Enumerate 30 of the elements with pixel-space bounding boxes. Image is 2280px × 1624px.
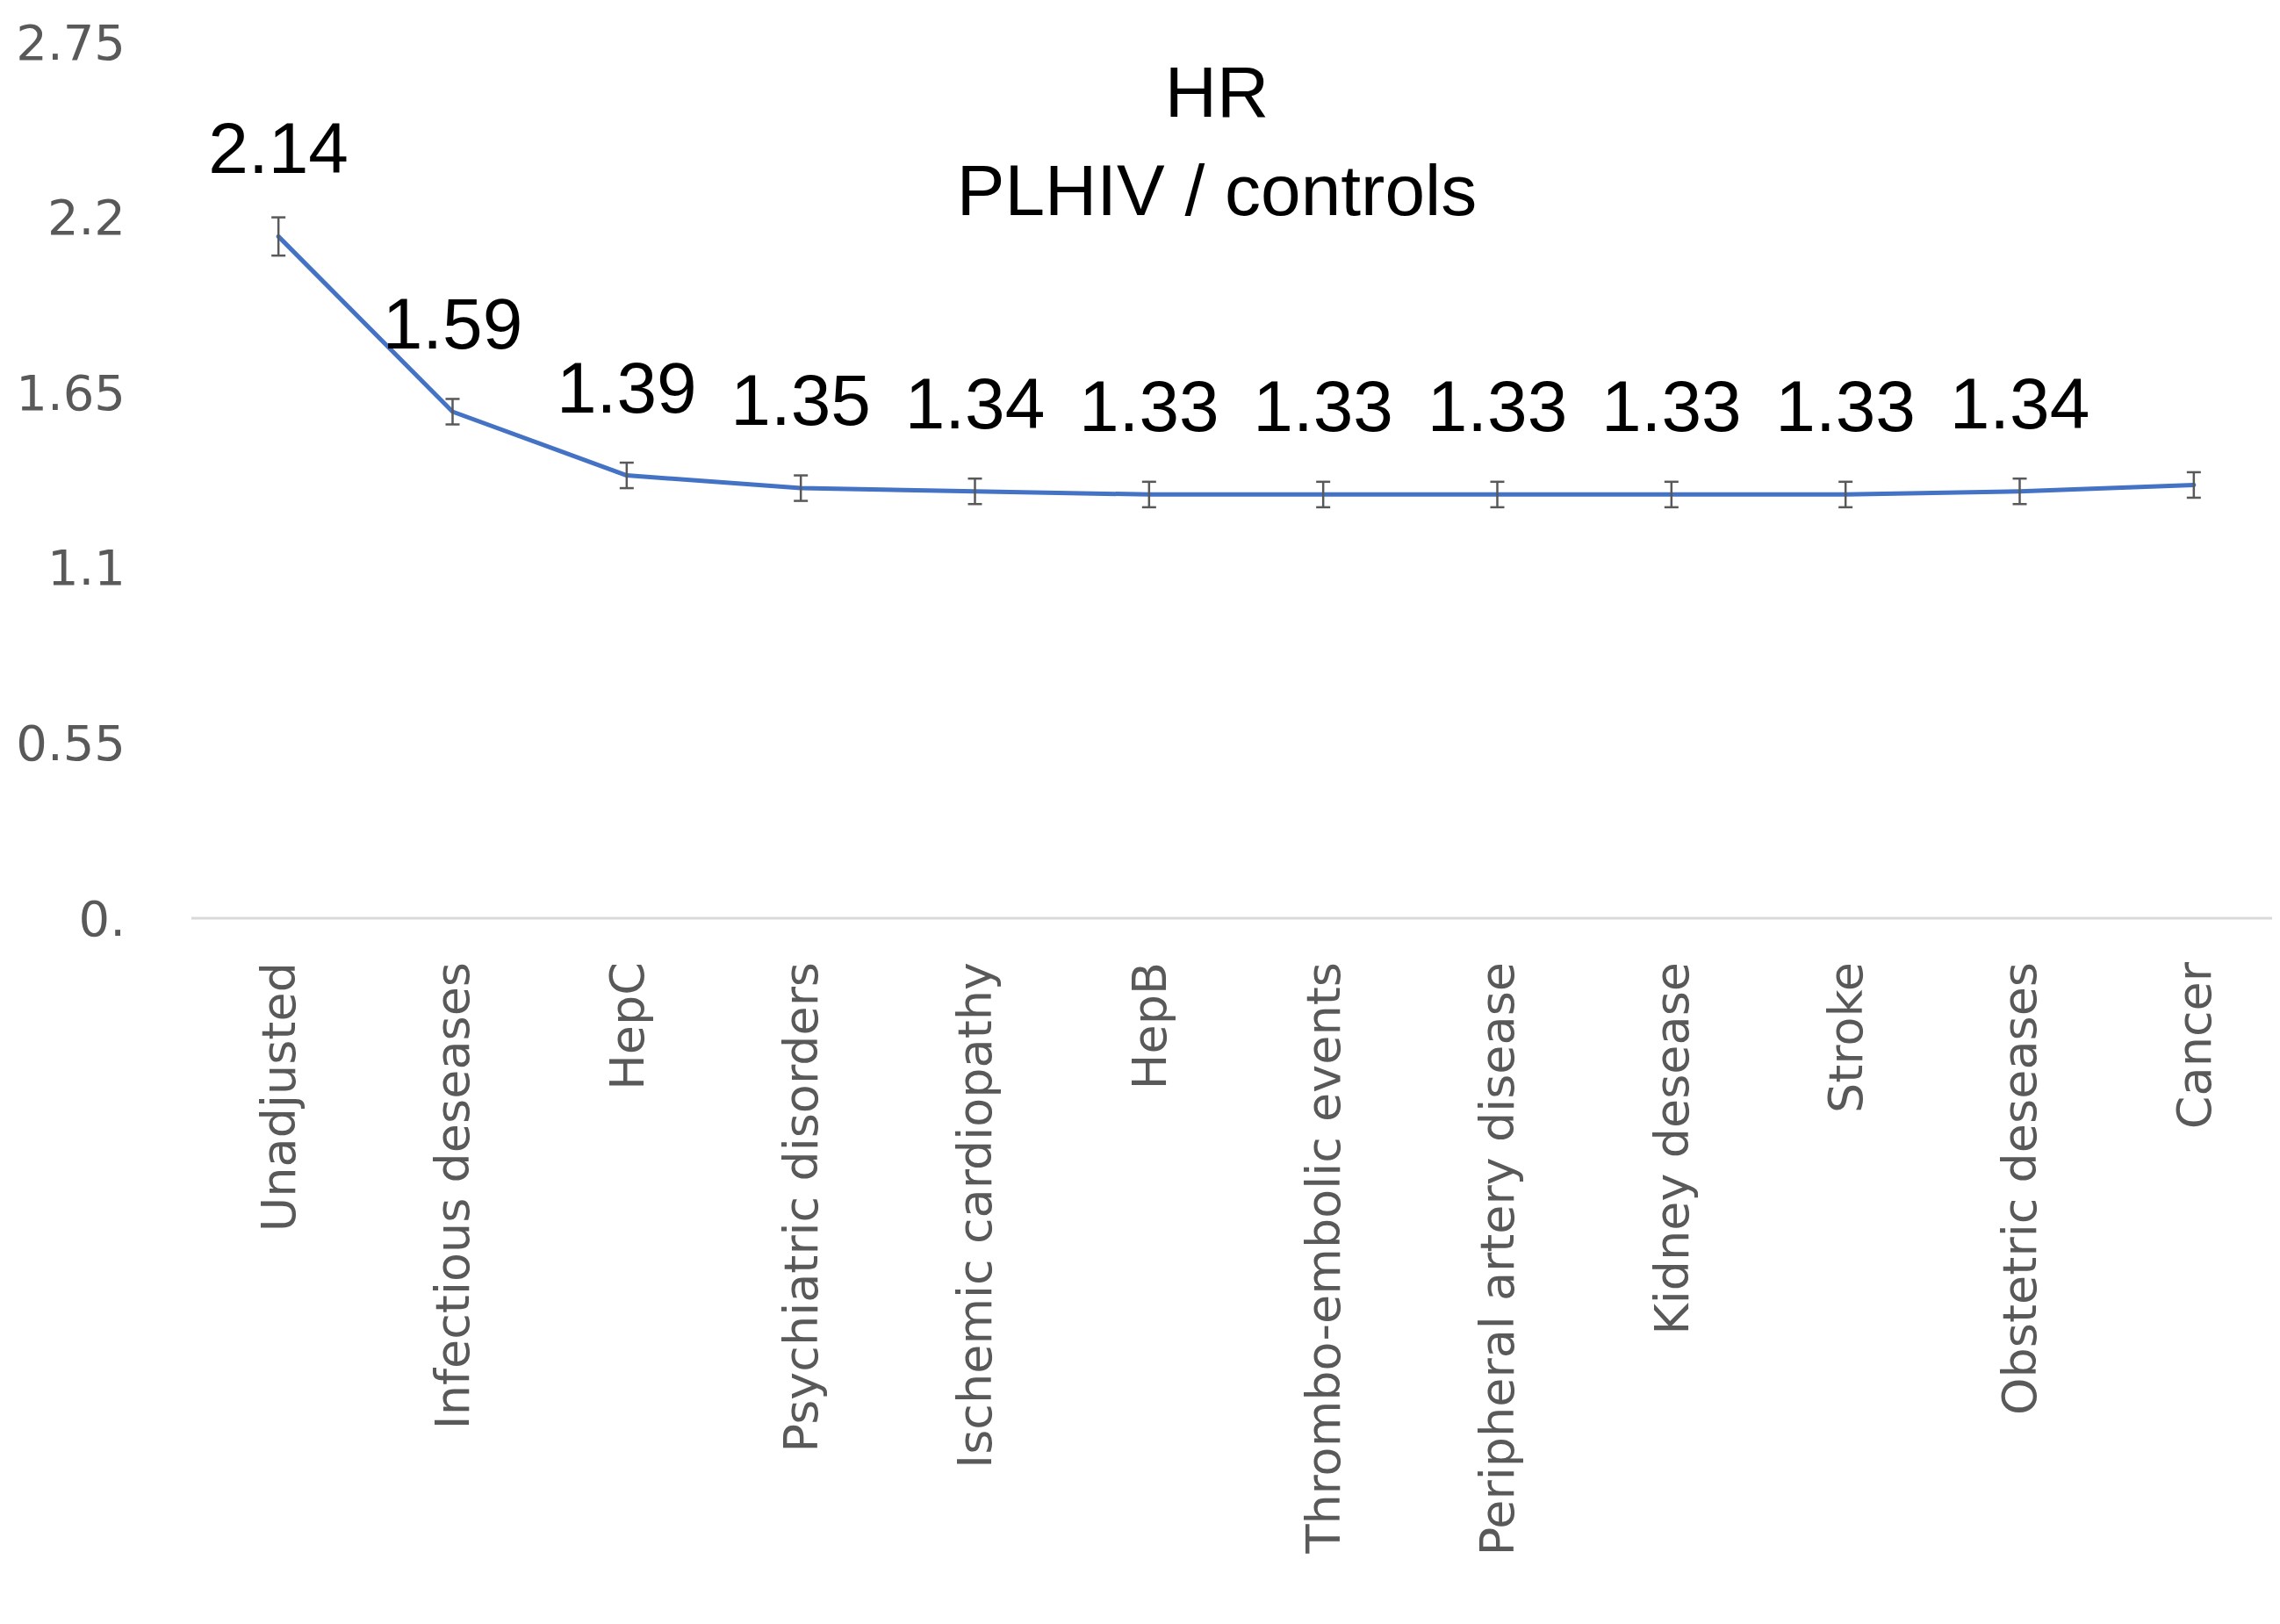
x-tick-label: Unadjusted (251, 962, 307, 1232)
data-label: 1.34 (1949, 363, 2090, 443)
text: HR PLHIV / controls (956, 52, 1478, 230)
data-label: 1.33 (1253, 366, 1393, 447)
x-tick-label: Stroke (1818, 962, 1874, 1114)
x-tick-label: Peripheral artery disease (1470, 962, 1526, 1556)
x-tick-label: Cancer (2166, 961, 2222, 1130)
data-label: 1.35 (730, 360, 871, 441)
data-label: 1.33 (1079, 366, 1219, 447)
data-label: 1.33 (1775, 366, 1916, 447)
y-tick-label: 0. (78, 889, 126, 947)
x-tick-label: Kidney desease (1643, 962, 1700, 1335)
y-tick-label: 0.55 (16, 715, 126, 772)
data-label: 1.33 (1427, 366, 1568, 447)
y-tick-label: 2.75 (16, 13, 126, 71)
x-tick-label: HepB (1121, 962, 1177, 1090)
data-label: 1.33 (1601, 366, 1742, 447)
data-label: 1.39 (557, 347, 697, 428)
data-label: 2.14 (208, 108, 349, 189)
y-tick-label: 1.1 (47, 539, 126, 597)
x-tick-label: Infectious deseases (425, 962, 481, 1430)
x-tick-label: Ischemic cardiopathy (947, 962, 1003, 1469)
x-tick-label: Psychiatric disorders (773, 962, 830, 1453)
x-tick-label: Thrombo-embolic events (1296, 962, 1352, 1555)
y-tick-label: 1.65 (16, 363, 126, 421)
x-tick-label: Obstetric deseases (1992, 962, 2048, 1415)
x-tick-label: HepC (599, 962, 655, 1090)
data-label: 1.34 (904, 363, 1046, 443)
data-label: 1.59 (382, 283, 523, 363)
y-tick-label: 2.2 (47, 189, 126, 247)
